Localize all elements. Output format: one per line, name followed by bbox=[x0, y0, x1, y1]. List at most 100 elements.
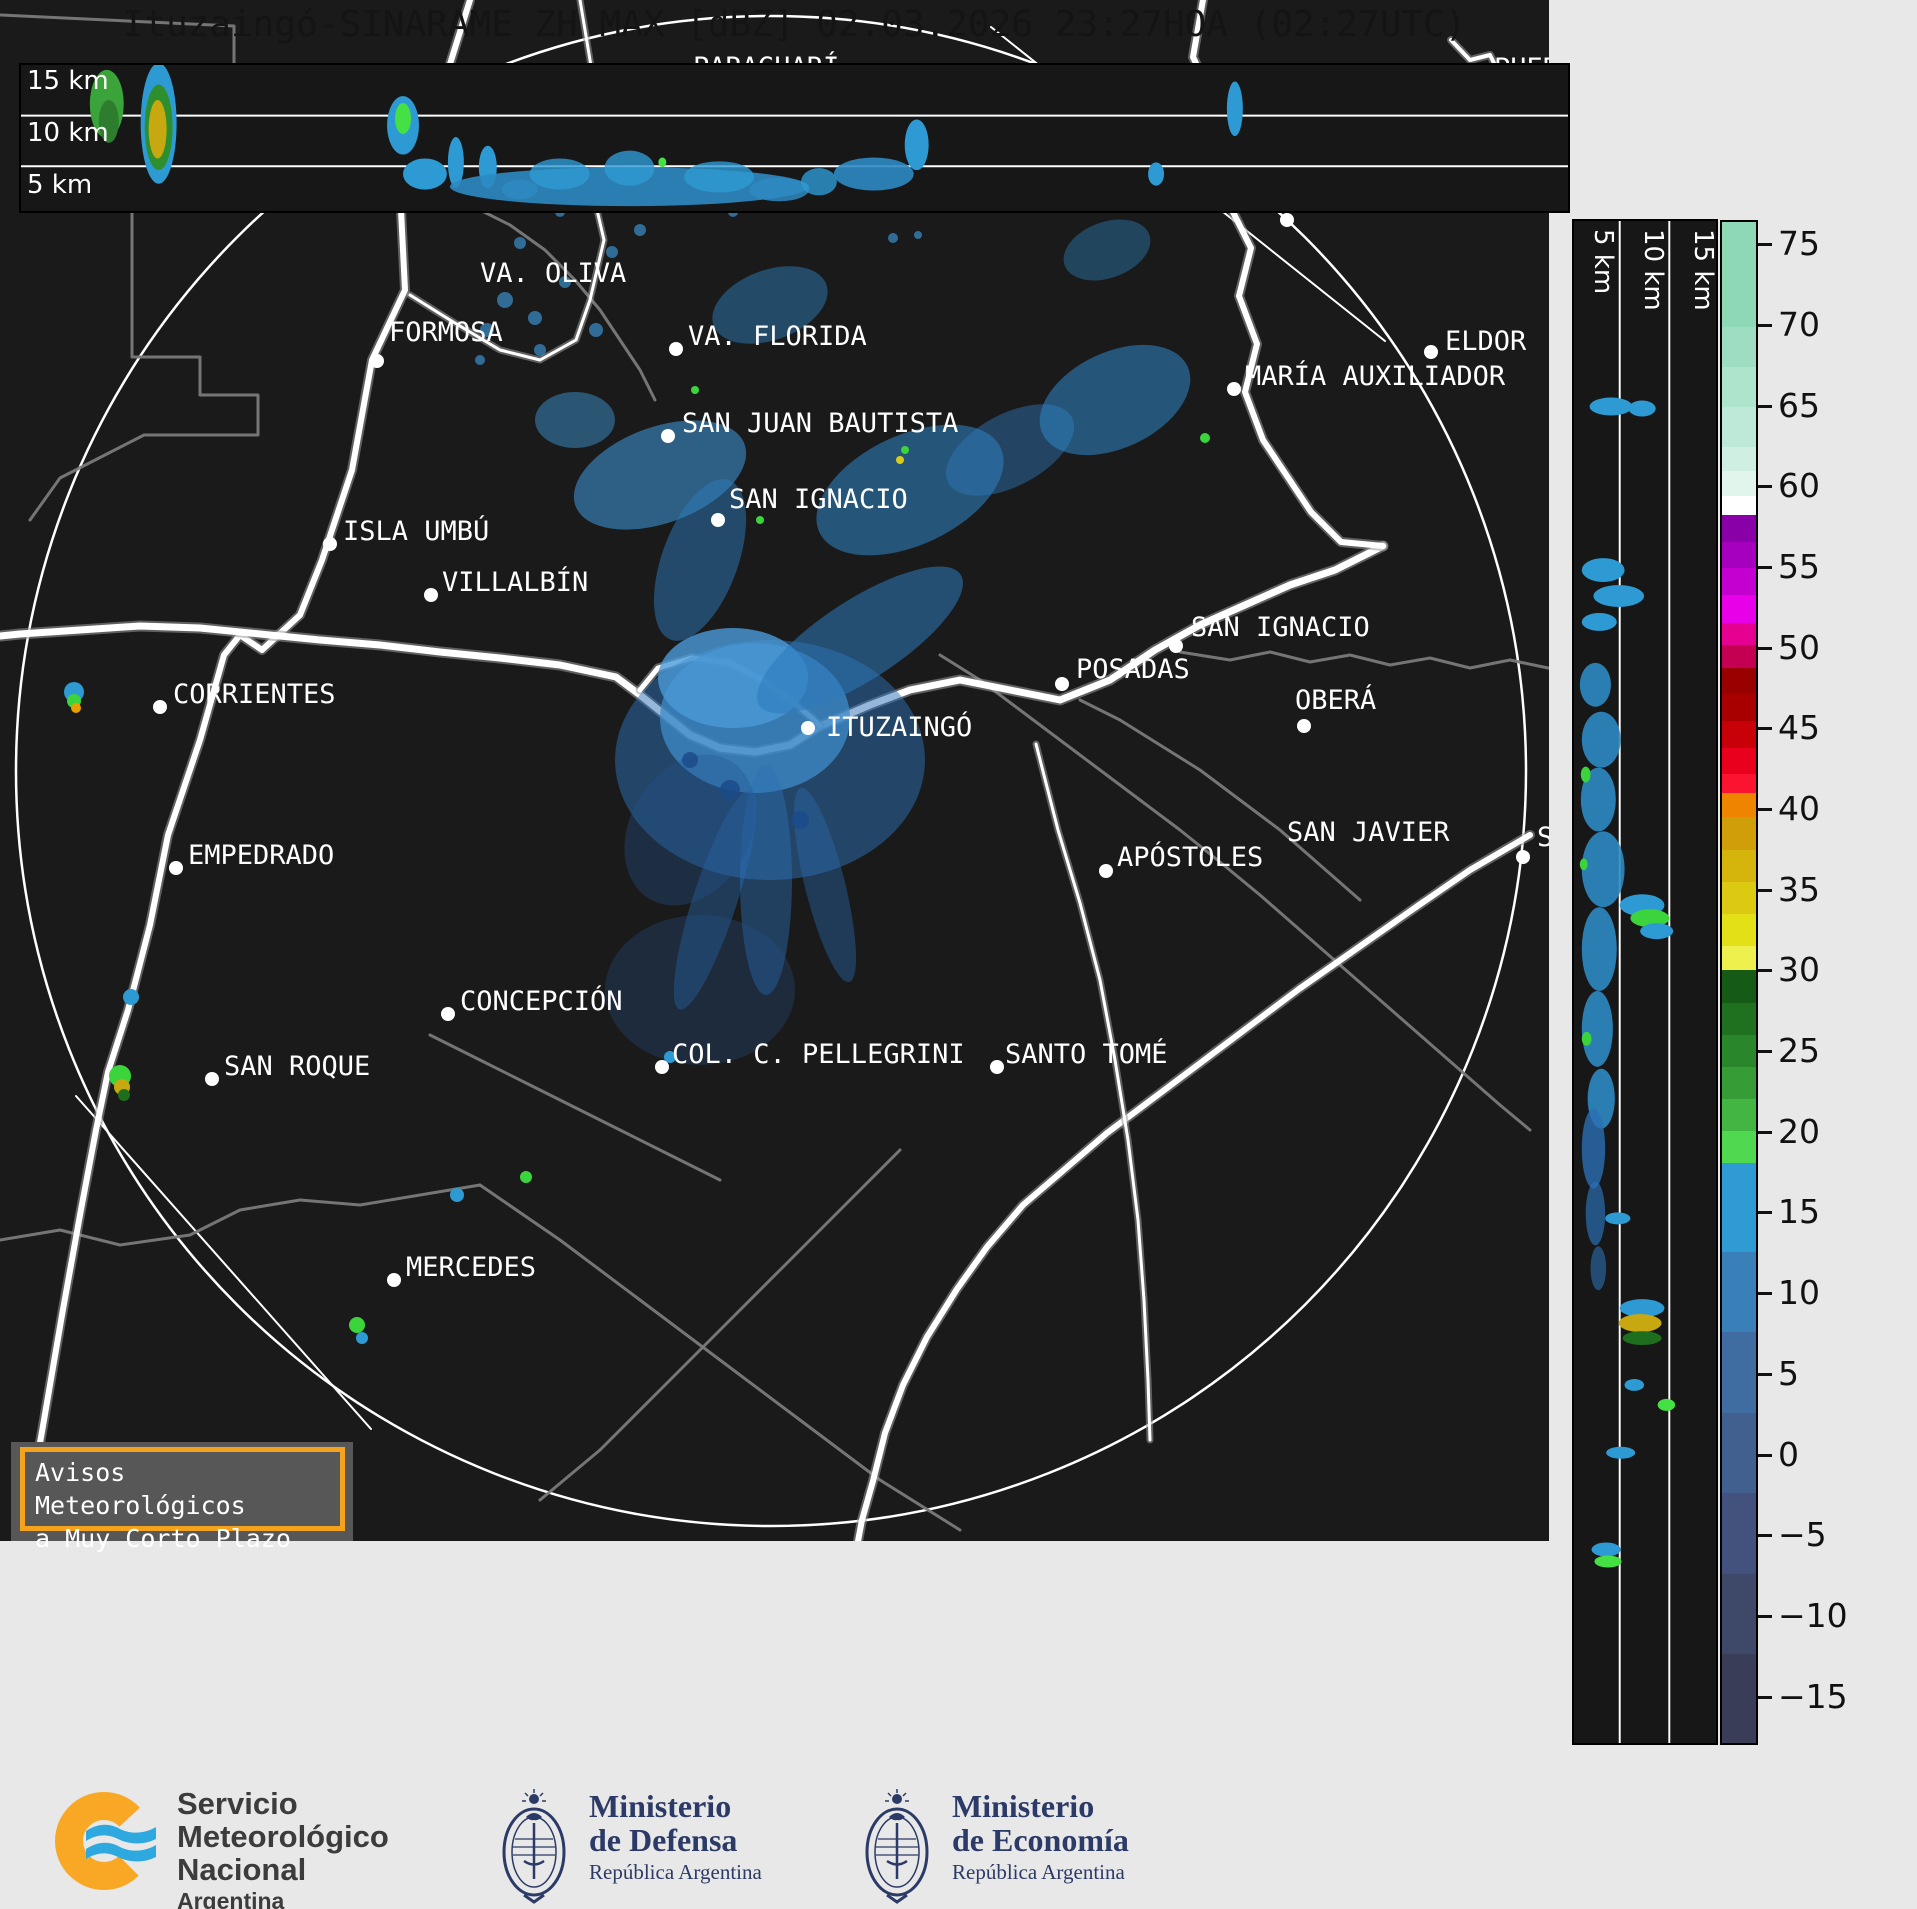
city-label: COL. C. PELLEGRINI bbox=[672, 1039, 965, 1070]
echo-blob bbox=[475, 355, 485, 365]
city-label: VA. FLORIDA bbox=[688, 321, 867, 352]
echo-blob bbox=[1581, 711, 1621, 768]
defensa-crest-icon bbox=[502, 1789, 566, 1904]
echo-blob bbox=[1624, 1378, 1645, 1391]
warning-line-1: Avisos Meteorológicos bbox=[35, 1458, 246, 1520]
colorbar-segment bbox=[1722, 471, 1756, 496]
colorbar-segment bbox=[1722, 774, 1756, 794]
echo-blob bbox=[816, 424, 1004, 556]
city-dot bbox=[323, 537, 337, 551]
dbz-colorbar bbox=[1720, 220, 1758, 1745]
admin-border bbox=[428, 1033, 722, 1182]
echo-blob bbox=[720, 780, 740, 800]
echo-blob bbox=[1581, 612, 1617, 631]
echo-blob bbox=[914, 231, 922, 239]
colorbar-segment bbox=[1722, 595, 1756, 623]
height-axis-label: 15 km bbox=[27, 66, 109, 96]
colorbar-segment bbox=[1722, 817, 1756, 850]
echo-blob bbox=[1618, 1314, 1662, 1333]
colorbar-tick-label: 20 bbox=[1778, 1111, 1820, 1151]
echo-blob bbox=[1630, 909, 1670, 928]
defensa-line-3: República Argentina bbox=[589, 1860, 762, 1884]
economia-crest-icon bbox=[865, 1789, 929, 1904]
echo-blob bbox=[1581, 1108, 1606, 1189]
colorbar-segment bbox=[1722, 1002, 1756, 1035]
admin-border bbox=[1178, 650, 1549, 670]
colorbar-tick bbox=[1758, 888, 1772, 892]
city-dot bbox=[424, 588, 438, 602]
city-dot bbox=[1099, 864, 1113, 878]
defensa-text: Ministerio de Defensa República Argentin… bbox=[589, 1789, 762, 1907]
echo-blob bbox=[1589, 397, 1633, 416]
economia-line-1: Ministerio bbox=[952, 1788, 1095, 1824]
city-label: CORRIENTES bbox=[173, 679, 336, 710]
colorbar-tick-label: 45 bbox=[1778, 708, 1820, 748]
city-label: SAN JUAN BAUTISTA bbox=[682, 408, 958, 439]
height-axis-label: 10 km bbox=[27, 118, 109, 148]
range-circle bbox=[14, 14, 1528, 1528]
warning-box[interactable]: Avisos Meteorológicos a Muy Corto Plazo bbox=[20, 1447, 345, 1553]
colorbar-segment bbox=[1722, 1332, 1756, 1413]
city-label: SAN IGNACIO bbox=[729, 484, 908, 515]
smn-line-2: Meteorológico bbox=[177, 1819, 389, 1854]
echo-blob bbox=[1226, 81, 1243, 137]
echo-blob bbox=[605, 915, 795, 1065]
page-title: Ituzaingó-SINARAME ZH MAX [dBZ] 02.03.20… bbox=[122, 4, 1467, 45]
colorbar-tick bbox=[1758, 1534, 1772, 1538]
admin-border bbox=[938, 653, 1532, 1132]
colorbar-segment bbox=[1722, 568, 1756, 596]
echo-blob bbox=[1039, 344, 1191, 456]
city-label: MARÍA AUXILIADOR bbox=[1245, 360, 1506, 392]
vertical-cross-section-right: 5 km 10 km 15 km bbox=[1572, 219, 1718, 1745]
city-dot bbox=[370, 354, 384, 368]
colorbar-segment bbox=[1722, 970, 1756, 1003]
echo-blob bbox=[1581, 558, 1625, 583]
echo-blob bbox=[450, 1188, 464, 1202]
colorbar-tick bbox=[1758, 485, 1772, 489]
city-label: SAN bbox=[1537, 822, 1549, 853]
echo-blob bbox=[896, 456, 904, 464]
height-axis-label: 15 km bbox=[1688, 229, 1718, 311]
city-label: EMPEDRADO bbox=[188, 840, 334, 871]
city-dot bbox=[1227, 382, 1241, 396]
colorbar-tick bbox=[1758, 1292, 1772, 1296]
echo-blob bbox=[71, 703, 81, 713]
echo-blob bbox=[833, 157, 914, 191]
echo-blob bbox=[1585, 1181, 1606, 1246]
city-label: ELDOR bbox=[1445, 326, 1527, 357]
echo-blob bbox=[497, 292, 513, 308]
colorbar-tick-label: 40 bbox=[1778, 789, 1820, 829]
city-dot bbox=[655, 1060, 669, 1074]
colorbar-segment bbox=[1722, 1099, 1756, 1132]
colorbar-segment bbox=[1722, 407, 1756, 448]
colorbar-tick-label: −5 bbox=[1778, 1515, 1827, 1555]
colorbar-segment bbox=[1722, 1493, 1756, 1574]
echo-blob bbox=[800, 168, 837, 196]
colorbar-tick bbox=[1758, 1695, 1772, 1699]
colorbar-segment bbox=[1722, 1573, 1756, 1655]
smn-line-1: Servicio bbox=[177, 1786, 298, 1821]
colorbar-segment bbox=[1722, 849, 1756, 882]
colorbar-tick bbox=[1758, 1614, 1772, 1618]
city-label: OBERÁ bbox=[1295, 684, 1376, 716]
echo-blob bbox=[447, 137, 464, 188]
echo-blob bbox=[1657, 1398, 1676, 1411]
colorbar-segment bbox=[1722, 495, 1756, 515]
colorbar-segment bbox=[1722, 1034, 1756, 1067]
echo-blob bbox=[901, 446, 909, 454]
admin-border bbox=[478, 1183, 962, 1532]
city-dot bbox=[387, 1273, 401, 1287]
echo-blob bbox=[123, 989, 139, 1005]
city-dot bbox=[1055, 677, 1069, 691]
colorbar-tick bbox=[1758, 646, 1772, 650]
echo-blob bbox=[1622, 1331, 1662, 1346]
echo-blob bbox=[712, 266, 828, 344]
defensa-line-2: de Defensa bbox=[589, 1822, 738, 1858]
city-label: CONCEPCIÓN bbox=[460, 985, 623, 1017]
echo-blob bbox=[559, 276, 571, 288]
colorbar-tick-label: 25 bbox=[1778, 1031, 1820, 1071]
echo-blob bbox=[888, 233, 898, 243]
radar-map-plot: PARAGUARÍVILLARRICAPIRANEQUIINDYVA. OLIV… bbox=[0, 0, 1549, 1541]
height-axis-label: 5 km bbox=[27, 170, 93, 200]
colorbar-segment bbox=[1722, 514, 1756, 543]
